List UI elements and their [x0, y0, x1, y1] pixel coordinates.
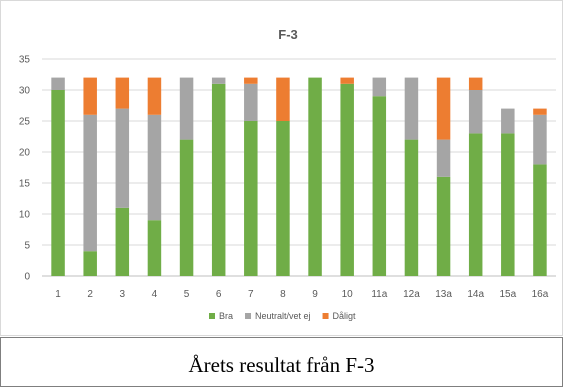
- x-tick-label: 8: [280, 289, 286, 300]
- x-tick-label: 9: [312, 289, 318, 300]
- bar-segment: [179, 139, 194, 276]
- bar-segment: [468, 133, 483, 276]
- x-tick-label: 16a: [532, 289, 549, 300]
- y-tick-label: 15: [19, 179, 31, 190]
- bar-segment: [211, 77, 226, 84]
- y-tick-label: 25: [19, 117, 31, 128]
- bar-segment: [468, 77, 483, 90]
- y-tick-label: 0: [24, 272, 30, 283]
- bar-segment: [436, 176, 451, 276]
- x-tick-label: 3: [120, 289, 126, 300]
- bar-segment: [115, 108, 130, 208]
- legend-label: Neutralt/vet ej: [255, 311, 311, 321]
- bar-segment: [244, 121, 258, 276]
- legend: Bra Neutralt/vet ej Dåligt: [209, 311, 356, 321]
- x-axis-ticks: 1 2 3 4 5 6 7 8 9 10 11a 12a 13a 14a 15a 16a: [55, 289, 548, 300]
- bar-segment: [83, 114, 97, 252]
- x-tick-label: 12a: [403, 289, 420, 300]
- bar-segment: [501, 108, 515, 134]
- bar-segment: [51, 90, 65, 276]
- bar-segment: [244, 83, 258, 121]
- bar-segment: [211, 83, 226, 276]
- bar-segment: [147, 77, 162, 115]
- bar-segment: [340, 83, 354, 276]
- x-tick-label: 15a: [499, 289, 516, 300]
- y-tick-label: 20: [19, 148, 31, 159]
- x-tick-label: 14a: [467, 289, 484, 300]
- bar-segment: [51, 77, 65, 90]
- chart-title: F-3: [278, 27, 298, 42]
- bar-segment: [372, 77, 387, 97]
- x-tick-label: 13a: [435, 289, 452, 300]
- bar-segment: [276, 77, 290, 121]
- chart-area: F-3 0 5 10 15 20 25 30 35 1 2 3 4 5 6 7 8 9 10 11a 12a 13a 1…: [0, 0, 563, 336]
- x-tick-label: 1: [55, 289, 61, 300]
- bar-segment: [372, 96, 387, 276]
- y-axis-ticks: 0 5 10 15 20 25 30 35: [19, 55, 31, 283]
- x-tick-label: 2: [87, 289, 93, 300]
- bar-segment: [83, 77, 97, 115]
- bar-segment: [340, 77, 354, 84]
- legend-label: Bra: [219, 311, 233, 321]
- bar-segment: [404, 77, 419, 140]
- bar-segment: [276, 121, 290, 276]
- bar-segment: [115, 77, 130, 109]
- bar-segment: [308, 77, 322, 276]
- y-tick-label: 30: [19, 86, 31, 97]
- bar-segment: [83, 251, 97, 276]
- x-tick-label: 11a: [371, 289, 387, 300]
- x-tick-label: 6: [216, 289, 222, 300]
- bar-segment: [115, 207, 130, 276]
- bar-segment: [436, 77, 451, 140]
- x-tick-label: 4: [152, 289, 158, 300]
- y-tick-label: 5: [24, 241, 30, 252]
- legend-swatch: [322, 313, 329, 319]
- legend-label: Dåligt: [333, 311, 357, 321]
- bar-segment: [501, 133, 515, 276]
- bar-segment: [533, 108, 547, 115]
- bar-segment: [436, 139, 451, 177]
- caption: Årets resultat från F-3: [188, 352, 375, 377]
- legend-swatch: [245, 313, 252, 319]
- bar-segment: [147, 220, 162, 276]
- x-tick-label: 10: [342, 289, 354, 300]
- x-tick-label: 5: [184, 289, 190, 300]
- bar-segment: [533, 164, 547, 276]
- caption-box: Årets resultat från F-3: [0, 337, 563, 387]
- bar-segment: [468, 90, 483, 134]
- bar-segment: [404, 139, 419, 276]
- legend-swatch: [209, 313, 215, 319]
- bar-segment: [533, 114, 547, 165]
- bar-segment: [179, 77, 194, 140]
- x-tick-label: 7: [248, 289, 254, 300]
- y-tick-label: 35: [19, 55, 31, 66]
- bars: [51, 77, 547, 276]
- bar-segment: [244, 77, 258, 84]
- bar-segment: [147, 114, 162, 221]
- y-tick-label: 10: [19, 210, 31, 221]
